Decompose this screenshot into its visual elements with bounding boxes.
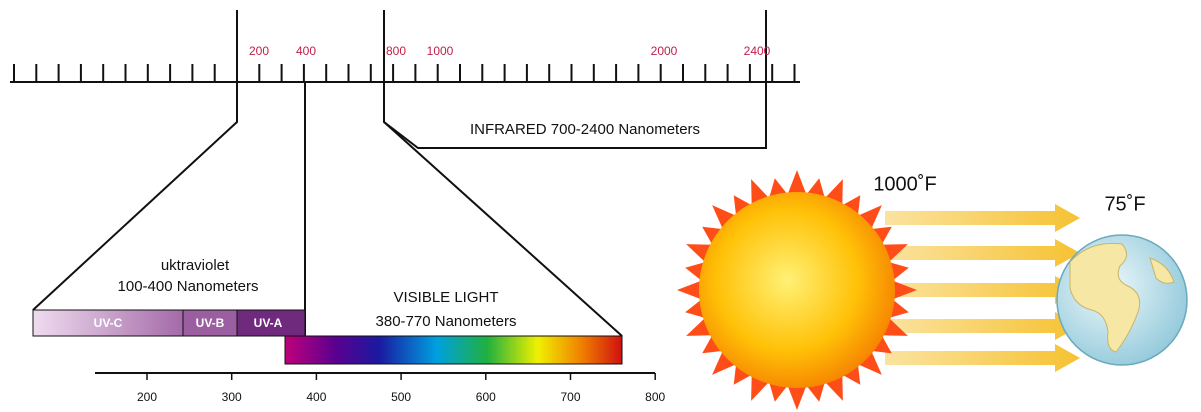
earth: [1056, 234, 1188, 366]
arrow: [885, 312, 1080, 340]
sun-temperature: 1000˚F: [873, 173, 936, 195]
bottom-scale-label: 400: [306, 390, 326, 404]
bottom-scale-label: 600: [476, 390, 496, 404]
uv-b-band: [182, 309, 238, 337]
top-scale-label: 400: [296, 44, 316, 58]
uv-title: uktraviolet: [161, 257, 230, 274]
sun: [677, 170, 917, 410]
arrow: [885, 204, 1080, 232]
infrared-label: INFRARED 700-2400 Nanometers: [470, 121, 700, 138]
uv-c-band: [32, 309, 184, 337]
spectrum-lines: [10, 10, 800, 374]
arrow: [885, 344, 1080, 372]
top-scale-label: 1000: [427, 44, 454, 58]
top-scale-label: 800: [386, 44, 406, 58]
visible-range: 380-770 Nanometers: [376, 313, 517, 330]
bottom-scale-label: 200: [137, 390, 157, 404]
sun-disc: [699, 192, 895, 388]
top-scale-label: 200: [249, 44, 269, 58]
bottom-scale-label: 800: [645, 390, 665, 404]
arrow: [885, 276, 1080, 304]
uv-band-label: UV-C: [94, 316, 123, 330]
visible-title: VISIBLE LIGHT: [393, 289, 498, 306]
bottom-scale-label: 700: [560, 390, 580, 404]
arrow: [885, 239, 1080, 267]
earth-temperature: 75˚F: [1104, 193, 1145, 215]
uv-band-label: UV-B: [196, 316, 225, 330]
heat-arrows: [885, 204, 1080, 372]
uv-a-band: [236, 309, 306, 337]
top-scale-label: 2400: [744, 44, 771, 58]
bottom-scale: 200 300 400 500 600 700 800: [137, 373, 666, 404]
uv-range: 100-400 Nanometers: [118, 278, 259, 295]
top-scale-label: 2000: [651, 44, 678, 58]
bottom-scale-label: 500: [391, 390, 411, 404]
bottom-scale-label: 300: [222, 390, 242, 404]
uv-band-label: UV-A: [254, 316, 283, 330]
visible-spectrum: [284, 335, 623, 365]
